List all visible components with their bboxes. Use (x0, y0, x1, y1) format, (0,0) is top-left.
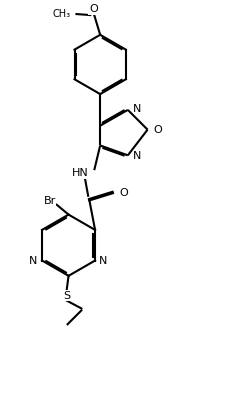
Text: S: S (63, 290, 70, 300)
Text: O: O (118, 188, 127, 198)
Text: N: N (29, 256, 37, 266)
Text: CH₃: CH₃ (52, 9, 70, 19)
Text: N: N (99, 256, 107, 266)
Text: Br: Br (44, 196, 56, 206)
Text: HN: HN (71, 168, 88, 178)
Text: N: N (133, 104, 141, 114)
Text: O: O (152, 125, 161, 135)
Text: N: N (133, 151, 141, 161)
Text: O: O (89, 4, 97, 14)
